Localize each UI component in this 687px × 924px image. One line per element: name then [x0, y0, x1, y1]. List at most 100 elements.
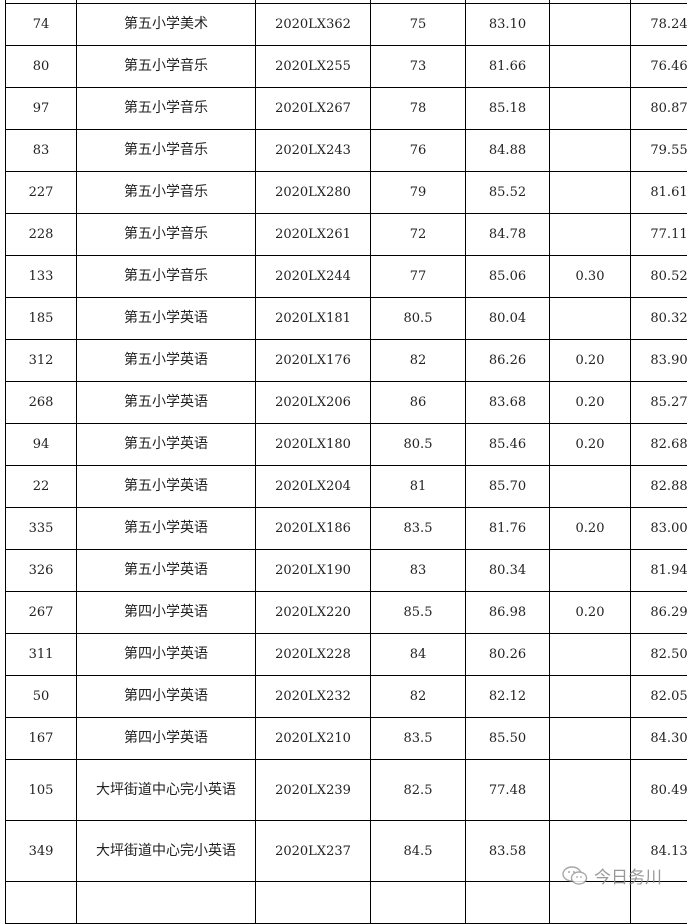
cell-rank: 94 [6, 424, 77, 466]
cell-written-score: 80.5 [371, 424, 466, 466]
cell-bonus: 0.20 [550, 508, 631, 550]
cell-exam-id: 2020LX228 [256, 634, 371, 676]
cell-total-score: 81.94 [631, 550, 687, 592]
cell-rank: 312 [6, 340, 77, 382]
cell-bonus [550, 130, 631, 172]
cell-exam-id: 2020LX220 [256, 592, 371, 634]
cell-interview-score: 86.26 [466, 340, 550, 382]
cell-position: 第四小学英语 [77, 634, 256, 676]
cell-exam-id: 2020LX176 [256, 340, 371, 382]
cell-total-score: 80.87 [631, 88, 687, 130]
cell-bonus [550, 298, 631, 340]
watermark: 今日务川 [562, 863, 662, 888]
cell-position: 第五小学英语 [77, 340, 256, 382]
cell-interview-score: 80.34 [466, 550, 550, 592]
cell-total-score: 82.50 [631, 634, 687, 676]
cell-position: 第四小学英语 [77, 592, 256, 634]
cell-interview-score [466, 882, 550, 924]
cell-bonus [550, 550, 631, 592]
cell-total-score: 79.55 [631, 130, 687, 172]
cell-interview-score: 80.04 [466, 298, 550, 340]
cell-rank: 133 [6, 256, 77, 298]
cell-rank: 80 [6, 46, 77, 88]
cell-exam-id: 2020LX206 [256, 382, 371, 424]
cell-exam-id [256, 882, 371, 924]
cell-position: 第五小学英语 [77, 550, 256, 592]
cell-exam-id: 2020LX244 [256, 256, 371, 298]
cell-written-score: 81 [371, 466, 466, 508]
cell-total-score: 80.49 [631, 760, 687, 821]
cell-exam-id: 2020LX210 [256, 718, 371, 760]
cell-position: 第四小学英语 [77, 718, 256, 760]
cell-written-score: 82 [371, 340, 466, 382]
cell-interview-score: 86.98 [466, 592, 550, 634]
cell-exam-id: 2020LX280 [256, 172, 371, 214]
cell-bonus: 0.30 [550, 256, 631, 298]
cell-exam-id: 2020LX267 [256, 88, 371, 130]
cell-exam-id: 2020LX243 [256, 130, 371, 172]
cell-rank [6, 882, 77, 924]
cell-rank: 167 [6, 718, 77, 760]
cell-position: 第五小学音乐 [77, 46, 256, 88]
cell-written-score: 72 [371, 214, 466, 256]
cell-exam-id: 2020LX237 [256, 821, 371, 882]
cell-written-score: 83 [371, 550, 466, 592]
cell-exam-id: 2020LX255 [256, 46, 371, 88]
cell-bonus [550, 634, 631, 676]
cell-written-score: 83.5 [371, 508, 466, 550]
cell-interview-score: 85.06 [466, 256, 550, 298]
cell-interview-score: 83.10 [466, 4, 550, 46]
cell-total-score: 84.30 [631, 718, 687, 760]
watermark-text: 今日务川 [594, 863, 662, 888]
cell-position: 第五小学音乐 [77, 130, 256, 172]
cell-written-score: 79 [371, 172, 466, 214]
cell-exam-id: 2020LX239 [256, 760, 371, 821]
cell-rank: 105 [6, 760, 77, 821]
cell-interview-score: 85.70 [466, 466, 550, 508]
cell-total-score: 78.24 [631, 4, 687, 46]
cell-position: 第五小学英语 [77, 508, 256, 550]
cell-written-score: 84 [371, 634, 466, 676]
cell-position: 大坪街道中心完小英语 [77, 760, 256, 821]
cell-interview-score: 81.66 [466, 46, 550, 88]
cell-interview-score: 81.76 [466, 508, 550, 550]
cell-rank: 268 [6, 382, 77, 424]
cell-written-score: 75 [371, 4, 466, 46]
cell-rank: 228 [6, 214, 77, 256]
cell-exam-id: 2020LX181 [256, 298, 371, 340]
cell-position: 第五小学英语 [77, 424, 256, 466]
cell-rank: 74 [6, 4, 77, 46]
cell-bonus [550, 172, 631, 214]
cell-rank: 267 [6, 592, 77, 634]
cell-total-score: 83.00 [631, 508, 687, 550]
cell-written-score: 77 [371, 256, 466, 298]
cell-total-score: 82.05 [631, 676, 687, 718]
cell-position: 第四小学英语 [77, 676, 256, 718]
cell-interview-score: 84.88 [466, 130, 550, 172]
cell-written-score: 76 [371, 130, 466, 172]
cell-rank: 50 [6, 676, 77, 718]
cell-bonus [550, 718, 631, 760]
cell-total-score: 81.61 [631, 172, 687, 214]
cell-total-score: 77.11 [631, 214, 687, 256]
cell-exam-id: 2020LX362 [256, 4, 371, 46]
cell-rank: 349 [6, 821, 77, 882]
cell-bonus: 0.20 [550, 592, 631, 634]
cell-interview-score: 83.68 [466, 382, 550, 424]
cell-total-score: 85.27 [631, 382, 687, 424]
cell-bonus [550, 466, 631, 508]
cell-position [77, 882, 256, 924]
